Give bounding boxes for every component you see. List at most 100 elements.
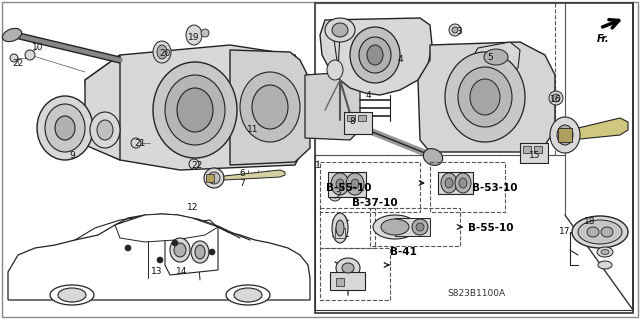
Bar (320, 162, 420, 212)
Bar (320, 208, 375, 248)
Bar (320, 248, 390, 300)
Bar (315, 3, 633, 313)
Ellipse shape (170, 238, 190, 262)
Text: 22: 22 (191, 160, 203, 169)
Ellipse shape (601, 227, 613, 237)
Text: 22: 22 (12, 58, 24, 68)
Text: 21: 21 (134, 139, 146, 149)
Ellipse shape (336, 179, 344, 189)
Ellipse shape (587, 227, 599, 237)
Ellipse shape (191, 241, 209, 263)
Ellipse shape (350, 27, 400, 83)
Text: B-37-10: B-37-10 (352, 198, 397, 208)
Circle shape (125, 245, 131, 251)
Polygon shape (230, 50, 310, 165)
Polygon shape (305, 72, 360, 140)
Ellipse shape (597, 247, 613, 257)
Text: 10: 10 (32, 42, 44, 51)
Ellipse shape (332, 23, 348, 37)
Bar (558, 128, 572, 142)
Ellipse shape (331, 173, 349, 195)
Ellipse shape (342, 263, 354, 273)
Ellipse shape (90, 112, 120, 148)
Polygon shape (115, 214, 218, 242)
Ellipse shape (557, 125, 573, 145)
Text: 2: 2 (335, 190, 341, 199)
Ellipse shape (37, 96, 93, 160)
Circle shape (157, 257, 163, 263)
Ellipse shape (346, 173, 364, 195)
Circle shape (449, 24, 461, 36)
Bar (395, 218, 430, 236)
Text: 9: 9 (69, 152, 75, 160)
Circle shape (549, 91, 563, 105)
Bar (330, 272, 365, 290)
Text: 13: 13 (151, 268, 163, 277)
Text: 18: 18 (584, 218, 596, 226)
Bar (430, 162, 505, 212)
Ellipse shape (470, 79, 500, 115)
Circle shape (131, 138, 141, 148)
Circle shape (332, 192, 338, 198)
Ellipse shape (441, 173, 457, 193)
Ellipse shape (367, 45, 383, 65)
Text: 1: 1 (315, 160, 321, 169)
Ellipse shape (234, 288, 262, 302)
Ellipse shape (153, 41, 171, 63)
Bar (520, 143, 548, 163)
Ellipse shape (195, 245, 205, 259)
Text: 3: 3 (456, 27, 462, 36)
Text: 15: 15 (529, 151, 541, 160)
Bar (438, 172, 473, 194)
Text: 5: 5 (487, 53, 493, 62)
Text: 19: 19 (188, 33, 200, 42)
Ellipse shape (458, 67, 512, 127)
Text: B-55-10: B-55-10 (468, 223, 513, 233)
Circle shape (172, 240, 178, 246)
Text: B-53-10: B-53-10 (472, 183, 518, 193)
Ellipse shape (165, 75, 225, 145)
Ellipse shape (445, 178, 453, 188)
Text: B-41: B-41 (390, 247, 417, 257)
Polygon shape (472, 42, 520, 72)
Text: 4: 4 (365, 91, 371, 100)
Bar (370, 208, 460, 246)
Ellipse shape (455, 173, 471, 193)
Ellipse shape (598, 261, 612, 269)
Bar (344, 112, 372, 134)
Circle shape (25, 50, 35, 60)
Ellipse shape (240, 72, 300, 142)
Ellipse shape (359, 37, 391, 73)
Ellipse shape (55, 116, 75, 140)
Bar (206, 174, 214, 182)
Ellipse shape (423, 149, 443, 165)
Ellipse shape (58, 288, 86, 302)
Text: B-55-10: B-55-10 (326, 183, 371, 193)
Bar (358, 115, 366, 121)
Circle shape (10, 54, 18, 62)
Ellipse shape (381, 219, 409, 235)
Ellipse shape (445, 52, 525, 142)
Circle shape (204, 168, 224, 188)
Polygon shape (85, 45, 305, 170)
Ellipse shape (45, 104, 85, 152)
Polygon shape (320, 18, 432, 95)
Text: 4: 4 (397, 56, 403, 64)
Bar (534, 146, 542, 153)
Circle shape (201, 29, 209, 37)
Bar (328, 172, 366, 197)
Ellipse shape (174, 243, 186, 257)
Ellipse shape (459, 178, 467, 188)
Ellipse shape (412, 219, 428, 235)
Ellipse shape (601, 249, 609, 255)
Ellipse shape (336, 220, 344, 236)
Circle shape (452, 27, 458, 33)
Ellipse shape (252, 85, 288, 129)
Ellipse shape (3, 28, 22, 41)
Text: 20: 20 (159, 49, 171, 58)
Polygon shape (8, 214, 310, 300)
Bar (347, 115, 355, 121)
Text: Fr.: Fr. (597, 34, 610, 44)
Polygon shape (570, 118, 628, 140)
Ellipse shape (550, 117, 580, 153)
